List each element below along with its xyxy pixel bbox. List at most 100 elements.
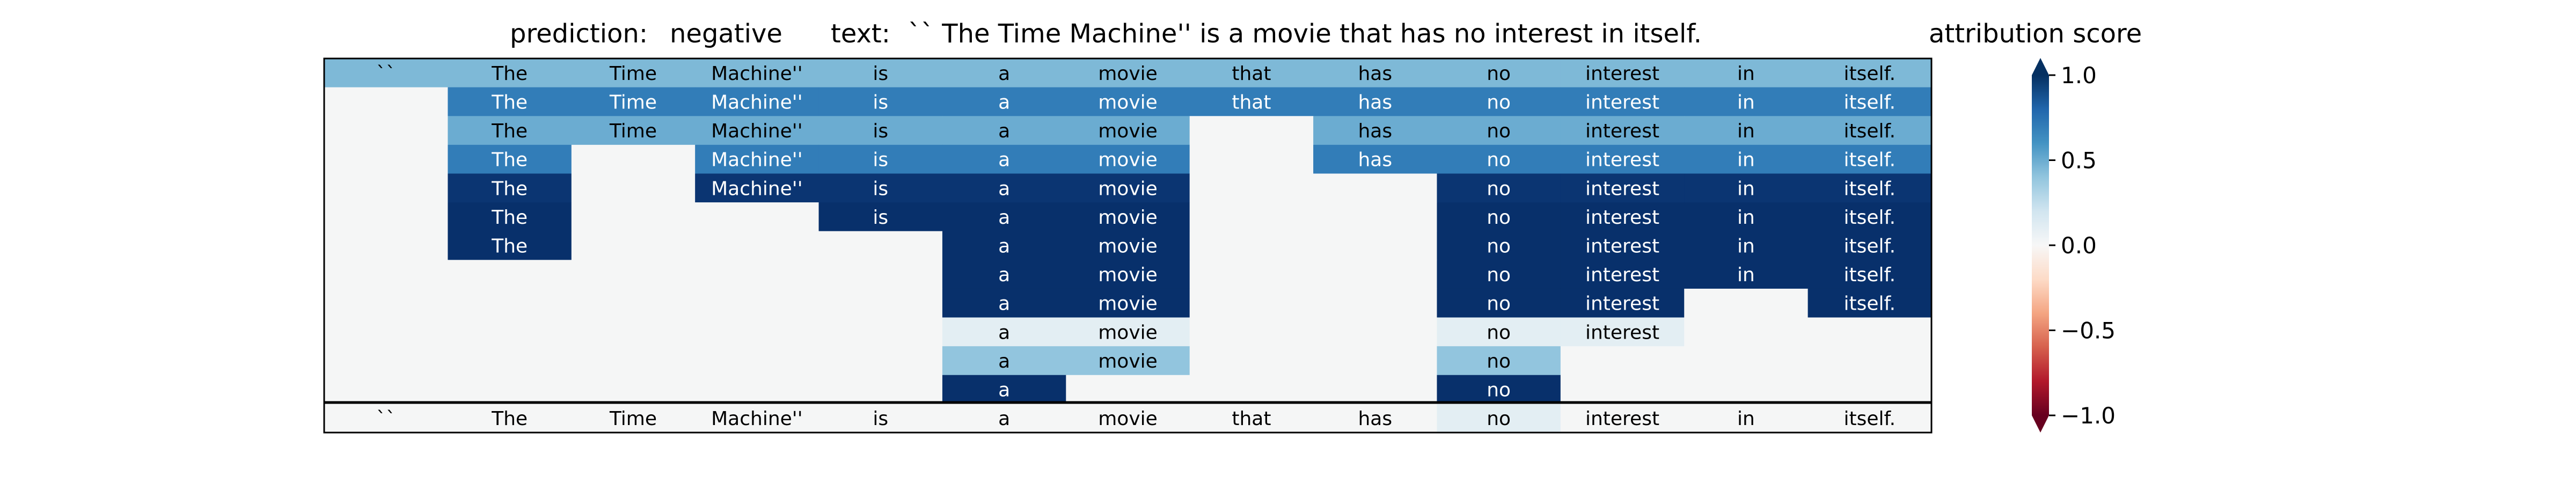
heatmap-cell — [695, 87, 819, 116]
sentence-token-label: that — [1232, 408, 1271, 430]
cell-token-label: in — [1737, 120, 1755, 142]
cell-token-label: a — [998, 207, 1010, 229]
heatmap-cell — [1189, 375, 1314, 404]
cell-token-label: Machine'' — [711, 149, 803, 171]
cell-token-label: movie — [1098, 178, 1158, 200]
colorbar-ticks: 1.0 0.5 0.0 −0.5 −1.0 — [2049, 62, 2116, 429]
heatmap-cell — [1437, 116, 1561, 145]
sentence-token-label: movie — [1098, 408, 1158, 430]
heatmap-cell — [818, 288, 943, 318]
heatmap-cell — [1807, 116, 1932, 145]
sentence-token-label: Time — [609, 408, 657, 430]
cell-token-label: The — [491, 178, 528, 200]
heatmap-cell — [1684, 231, 1809, 260]
heatmap-cell — [695, 144, 819, 174]
heatmap-cell — [571, 144, 696, 174]
cell-token-label: a — [998, 379, 1010, 401]
heatmap-cell — [571, 346, 696, 376]
heatmap-cell — [1313, 260, 1437, 289]
sentence-cell — [1189, 404, 1314, 433]
heatmap-cell — [942, 173, 1066, 203]
heatmap-cell — [324, 231, 448, 260]
cell-token-label: a — [998, 178, 1010, 200]
cell-token-label: The — [491, 236, 528, 258]
sentence-token-label: interest — [1585, 408, 1659, 430]
heatmap-cell — [942, 202, 1066, 232]
heatmap-cell — [324, 116, 448, 145]
cell-token-label: in — [1737, 149, 1755, 171]
sentence-cell — [1066, 404, 1190, 433]
heatmap-cell — [1066, 375, 1190, 404]
cell-token-label: The — [491, 120, 528, 142]
heatmap-cell — [695, 346, 819, 376]
chart-title: prediction: negative text: `` The Time M… — [510, 19, 1702, 49]
heatmap-cell — [1313, 288, 1437, 318]
cell-token-label: itself. — [1844, 236, 1896, 258]
cell-token-label: interest — [1585, 207, 1659, 229]
cell-token-label: `` — [376, 63, 396, 85]
colorbar-extend-top — [2032, 58, 2049, 75]
heatmap-cell — [1189, 346, 1314, 376]
heatmap-cell — [818, 58, 943, 88]
heatmap-cell — [1560, 288, 1685, 318]
heatmap-cell — [818, 346, 943, 376]
heatmap-cell — [1313, 346, 1437, 376]
heatmap-cell — [324, 58, 448, 88]
cell-token-label: Machine'' — [711, 63, 803, 85]
heatmap-cell — [1560, 58, 1685, 88]
heatmap-cell — [1066, 87, 1190, 116]
cell-token-label: itself. — [1844, 91, 1896, 113]
cell-token-label: Time — [609, 63, 657, 85]
cell-token-label: that — [1232, 91, 1271, 113]
heatmap-cell — [324, 288, 448, 318]
cell-token-label: Machine'' — [711, 91, 803, 113]
heatmap-cell — [695, 202, 819, 232]
cell-token-label: itself. — [1844, 120, 1896, 142]
heatmap-cell — [571, 231, 696, 260]
heatmap-cell — [1807, 317, 1932, 347]
sentence-cell — [1560, 404, 1685, 433]
sentence-cell — [942, 404, 1066, 433]
heatmap-cell — [1313, 173, 1437, 203]
colorbar-tick-label: 0.5 — [2061, 148, 2097, 174]
sentence-cell — [695, 404, 819, 433]
colorbar-gradient — [2032, 75, 2049, 415]
sentence-token-label: itself. — [1844, 408, 1896, 430]
heatmap-cell — [1437, 346, 1561, 376]
cell-token-label: a — [998, 293, 1010, 315]
colorbar-tick-label: 0.0 — [2061, 232, 2097, 259]
cell-token-label: itself. — [1844, 63, 1896, 85]
heatmap-cell — [1189, 116, 1314, 145]
heatmap-cell — [324, 202, 448, 232]
cell-token-label: movie — [1098, 120, 1158, 142]
heatmap-cell — [695, 260, 819, 289]
heatmap-cell — [942, 87, 1066, 116]
heatmap-cell — [1189, 202, 1314, 232]
heatmap-cell — [324, 144, 448, 174]
heatmap-cell — [1807, 231, 1932, 260]
heatmap-cell — [571, 58, 696, 88]
heatmap-cell — [1560, 260, 1685, 289]
heatmap-cell — [1684, 173, 1809, 203]
heatmap-cell — [1807, 173, 1932, 203]
heatmap-cell — [1807, 202, 1932, 232]
cell-token-label: no — [1487, 264, 1511, 286]
cell-token-label: is — [873, 149, 888, 171]
heatmap-cell — [1189, 58, 1314, 88]
heatmap-cell — [1560, 116, 1685, 145]
cell-token-label: no — [1487, 91, 1511, 113]
cell-token-label: itself. — [1844, 293, 1896, 315]
cell-token-label: in — [1737, 63, 1755, 85]
cell-token-label: no — [1487, 63, 1511, 85]
heatmap-cell — [1560, 317, 1685, 347]
cell-token-label: in — [1737, 178, 1755, 200]
heatmap-cell — [1684, 58, 1809, 88]
colorbar: attribution score 1.0 0.5 0.0 −0.5 −1.0 — [1929, 19, 2142, 433]
axes-frame — [323, 57, 1933, 434]
sentence-token-label: The — [491, 408, 528, 430]
heatmap-cell — [695, 58, 819, 88]
heatmap-cell — [1807, 288, 1932, 318]
cell-token-label: The — [491, 91, 528, 113]
cell-token-label: a — [998, 63, 1010, 85]
heatmap-cell — [448, 346, 572, 376]
